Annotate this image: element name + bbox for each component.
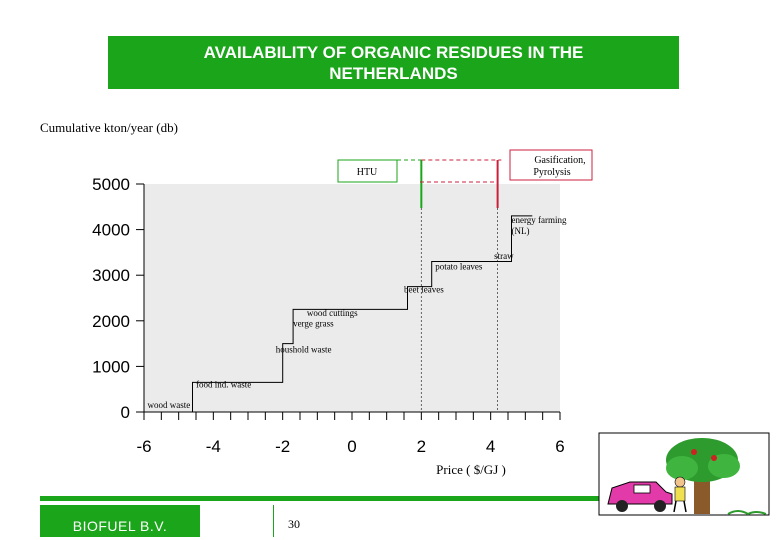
htu-box <box>337 159 398 183</box>
chart-title: AVAILABILITY OF ORGANIC RESIDUES IN THE … <box>108 36 679 89</box>
x-tick-label: 6 <box>555 437 564 456</box>
company-name: BIOFUEL B.V. <box>72 518 168 534</box>
step-annotation: houshold waste <box>276 344 332 354</box>
page-number-box: 30 <box>273 505 324 537</box>
x-axis-label: Price ( $/GJ ) <box>436 462 506 477</box>
page-number: 30 <box>288 517 300 531</box>
gasification-label-line: Gasification, <box>534 155 585 166</box>
company-logo-box: BIOFUEL B.V. <box>40 505 200 537</box>
y-axis-label: Cumulative kton/year (db) <box>40 120 178 135</box>
gasification-box <box>509 149 593 181</box>
x-tick-label: -6 <box>136 437 151 456</box>
footer-rule <box>40 496 600 501</box>
step-annotation: verge grass <box>293 318 334 328</box>
car-tree-clipart-icon <box>598 432 770 516</box>
step-annotation: beet leaves <box>404 285 444 295</box>
y-tick-label: 4000 <box>92 221 130 240</box>
step-annotation: potato leaves <box>435 262 483 272</box>
htu-label: HTU <box>357 167 378 178</box>
step-annotation: wood waste <box>147 400 190 410</box>
step-annotation: straw <box>494 251 514 261</box>
step-annotation: (NL) <box>511 226 529 236</box>
x-tick-label: -2 <box>275 437 290 456</box>
y-tick-label: 5000 <box>92 175 130 194</box>
x-tick-label: -4 <box>206 437 221 456</box>
step-annotation: wood cuttings <box>307 308 358 318</box>
gasification-label: Gasification, Pyrolysis <box>533 155 585 178</box>
step-annotation: food ind. waste <box>196 379 251 389</box>
series-line <box>144 215 533 413</box>
y-tick-label: 0 <box>121 403 130 422</box>
y-tick-label: 2000 <box>92 312 130 331</box>
y-tick-label: 3000 <box>92 266 130 285</box>
gasification-label-line: Pyrolysis <box>533 167 570 178</box>
y-tick-label: 1000 <box>92 357 130 376</box>
x-tick-label: 0 <box>347 437 356 456</box>
x-tick-label: 2 <box>417 437 426 456</box>
step-annotation: energy farming <box>511 215 567 225</box>
plot-background <box>144 184 560 412</box>
x-tick-label: 4 <box>486 437 495 456</box>
